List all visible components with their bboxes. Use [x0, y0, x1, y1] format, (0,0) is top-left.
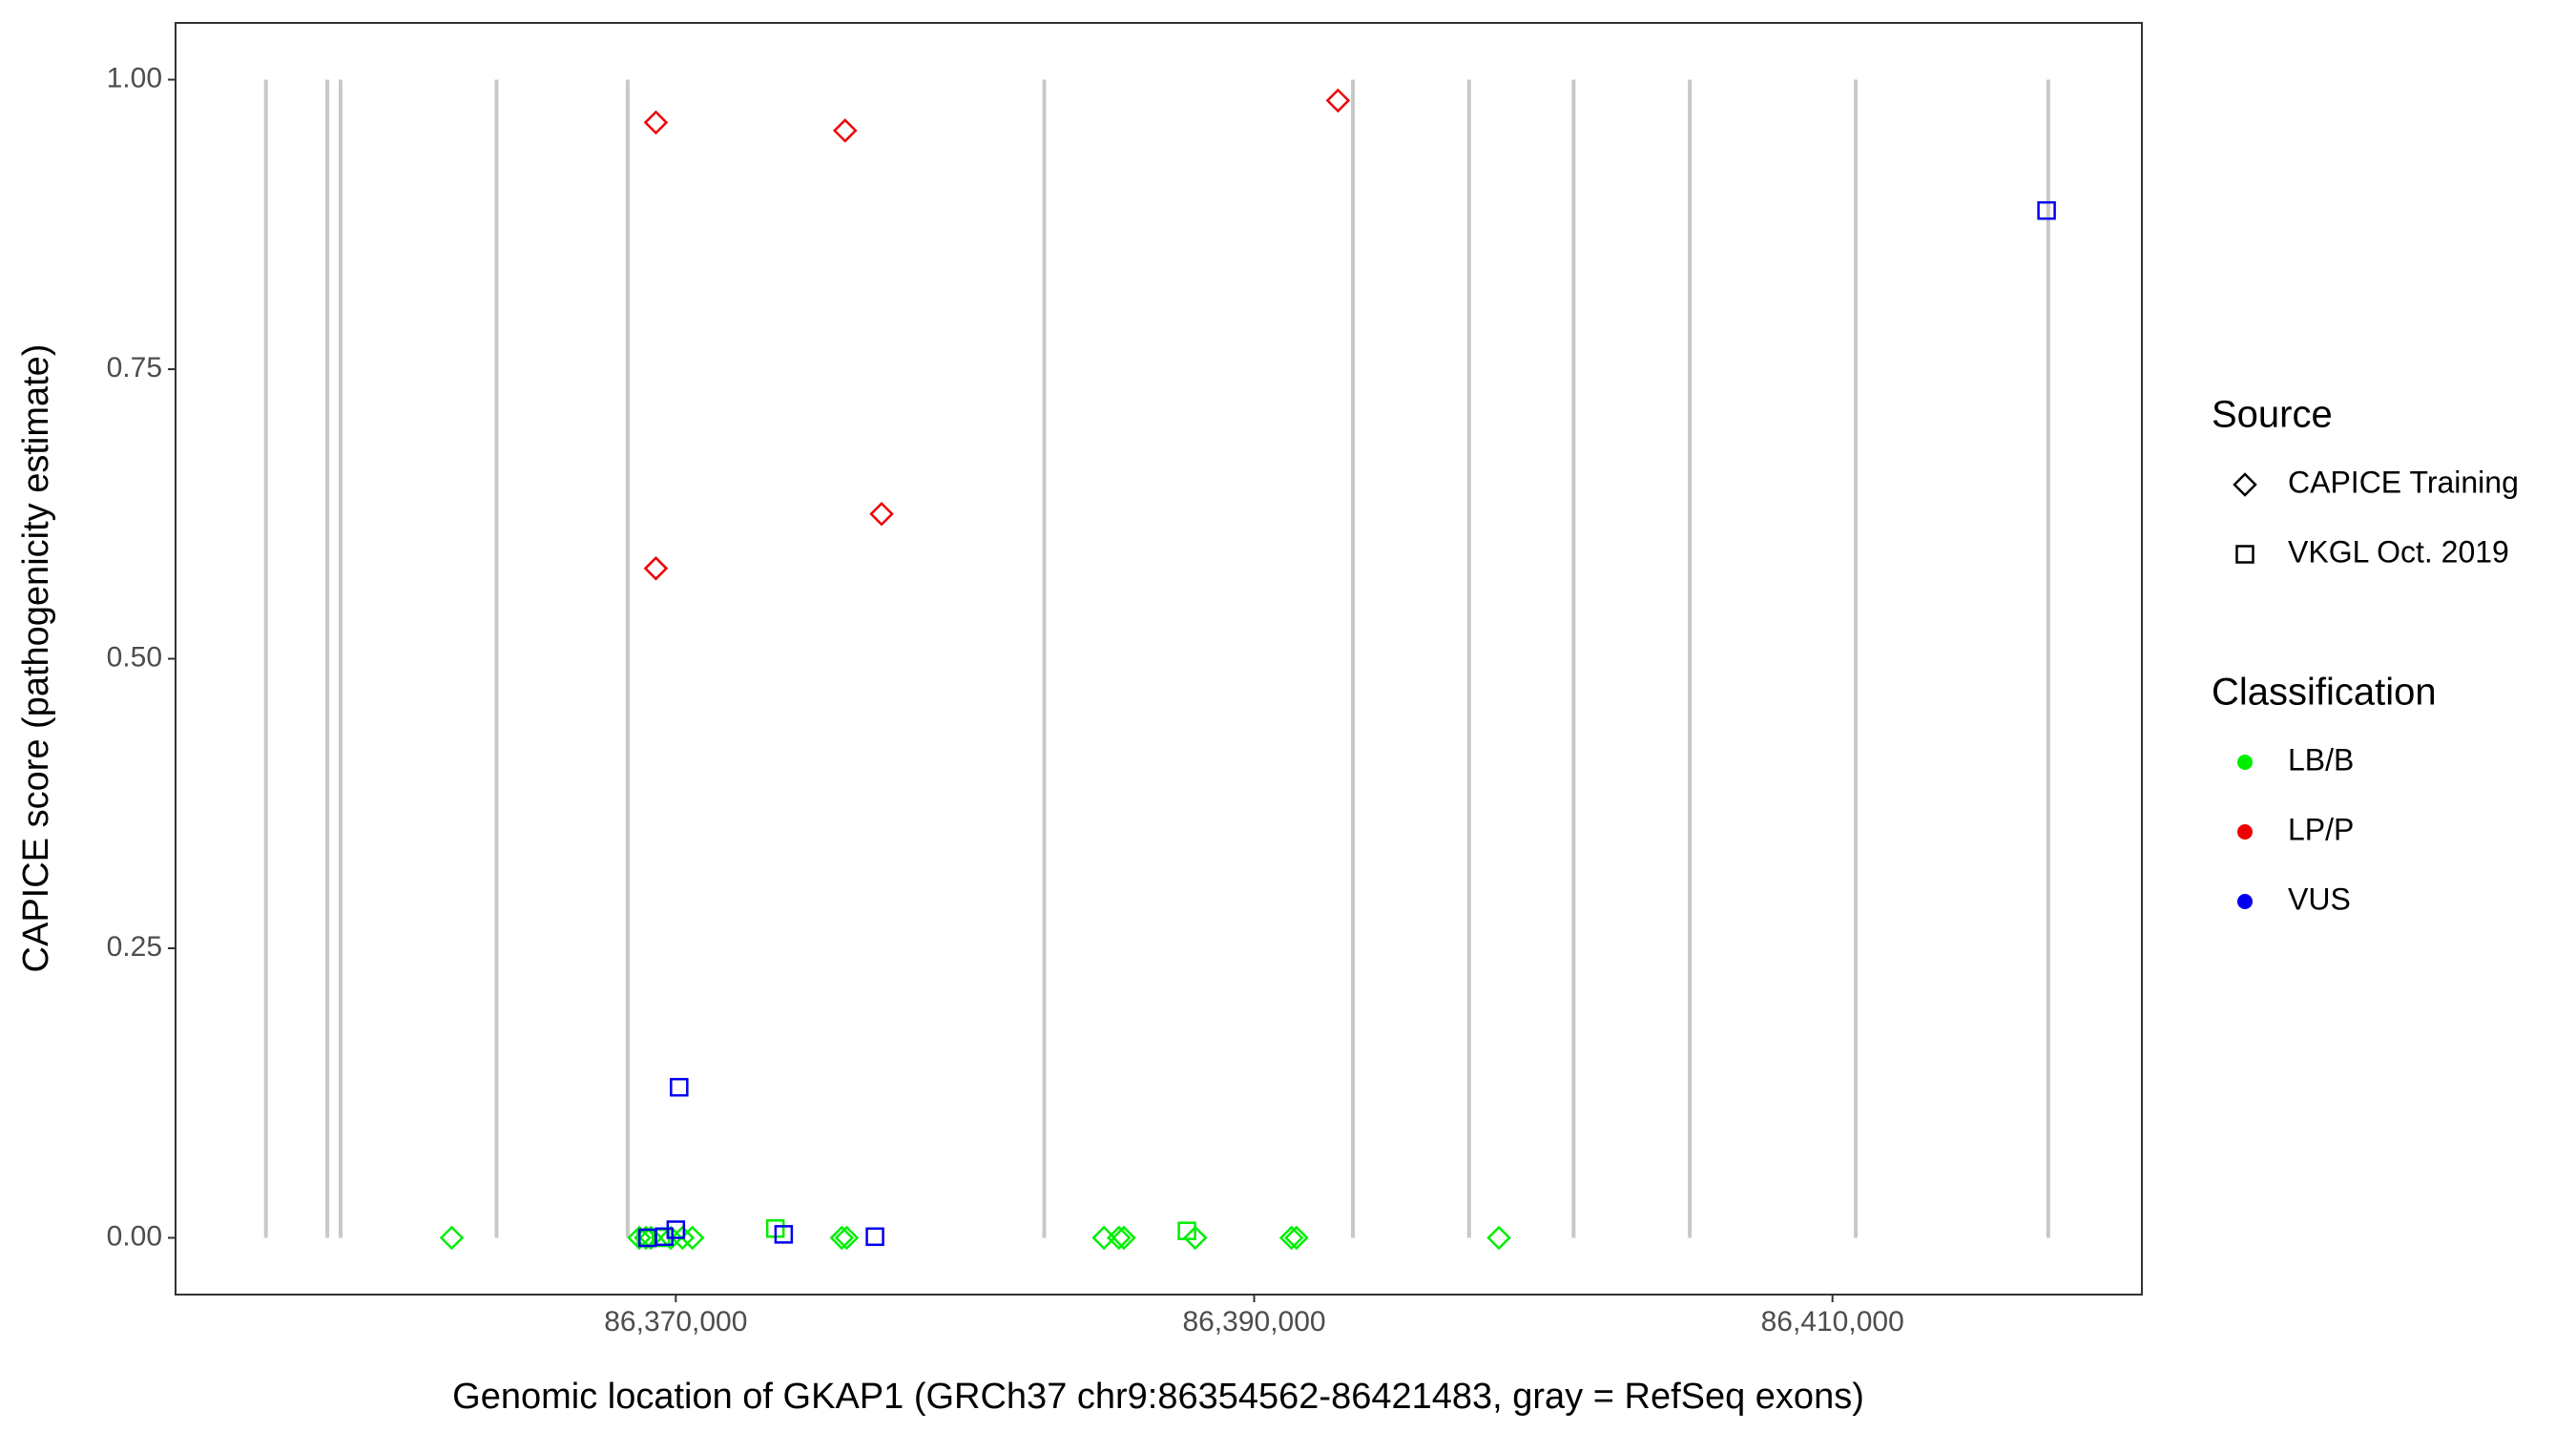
square-point [670, 1077, 689, 1097]
x-axis-title: Genomic location of GKAP1 (GRCh37 chr9:8… [452, 1377, 1864, 1417]
diamond-point [638, 1225, 664, 1251]
legend-symbol [2235, 545, 2254, 564]
y-tick-label: 0.75 [107, 352, 162, 384]
x-tick-label: 86,370,000 [604, 1306, 747, 1338]
legend-symbol [2237, 824, 2253, 840]
diamond-point [1106, 1225, 1132, 1251]
y-tick-label: 0.50 [107, 641, 162, 673]
plot-border [175, 22, 2143, 1296]
legend-symbol [2237, 755, 2253, 770]
legend-title: Classification [2212, 672, 2437, 714]
diamond-point [643, 110, 669, 135]
diamond-point [1325, 88, 1351, 114]
diamond-point [1284, 1225, 1309, 1251]
x-tick-label: 86,410,000 [1761, 1306, 1904, 1338]
diamond-point [1183, 1225, 1208, 1251]
square-point [865, 1227, 884, 1247]
diamond-point [658, 1225, 683, 1251]
x-tick-label: 86,390,000 [1182, 1306, 1325, 1338]
square-point [774, 1225, 794, 1244]
y-axis-title: CAPICE score (pathogenicity estimate) [16, 344, 56, 973]
diamond-point [869, 501, 894, 527]
legend-symbol [2237, 894, 2253, 909]
diamond-point [643, 556, 669, 581]
square-point [638, 1228, 657, 1248]
diamond-point [679, 1225, 705, 1251]
diamond-point [834, 1225, 860, 1251]
legend-label: VUS [2288, 881, 2351, 916]
diamond-point [1486, 1225, 1511, 1251]
legend-symbol [2233, 472, 2257, 497]
diamond-point [670, 1225, 696, 1251]
diamond-point [1278, 1225, 1304, 1251]
diamond-point [439, 1225, 465, 1251]
diamond-point [829, 1225, 855, 1251]
legend-label: LB/B [2288, 742, 2354, 777]
diamond-point [627, 1225, 652, 1251]
diamond-point [1111, 1225, 1136, 1251]
y-tick-label: 0.00 [107, 1220, 162, 1252]
legend-label: LP/P [2288, 812, 2354, 846]
legend-title: Source [2212, 394, 2333, 436]
y-tick-label: 0.25 [107, 931, 162, 963]
legend-label: VKGL Oct. 2019 [2288, 534, 2509, 569]
square-point [1177, 1221, 1196, 1240]
square-point [2037, 200, 2056, 220]
legend-label: CAPICE Training [2288, 465, 2519, 499]
diamond-point [833, 118, 858, 143]
y-tick-label: 1.00 [107, 62, 162, 93]
